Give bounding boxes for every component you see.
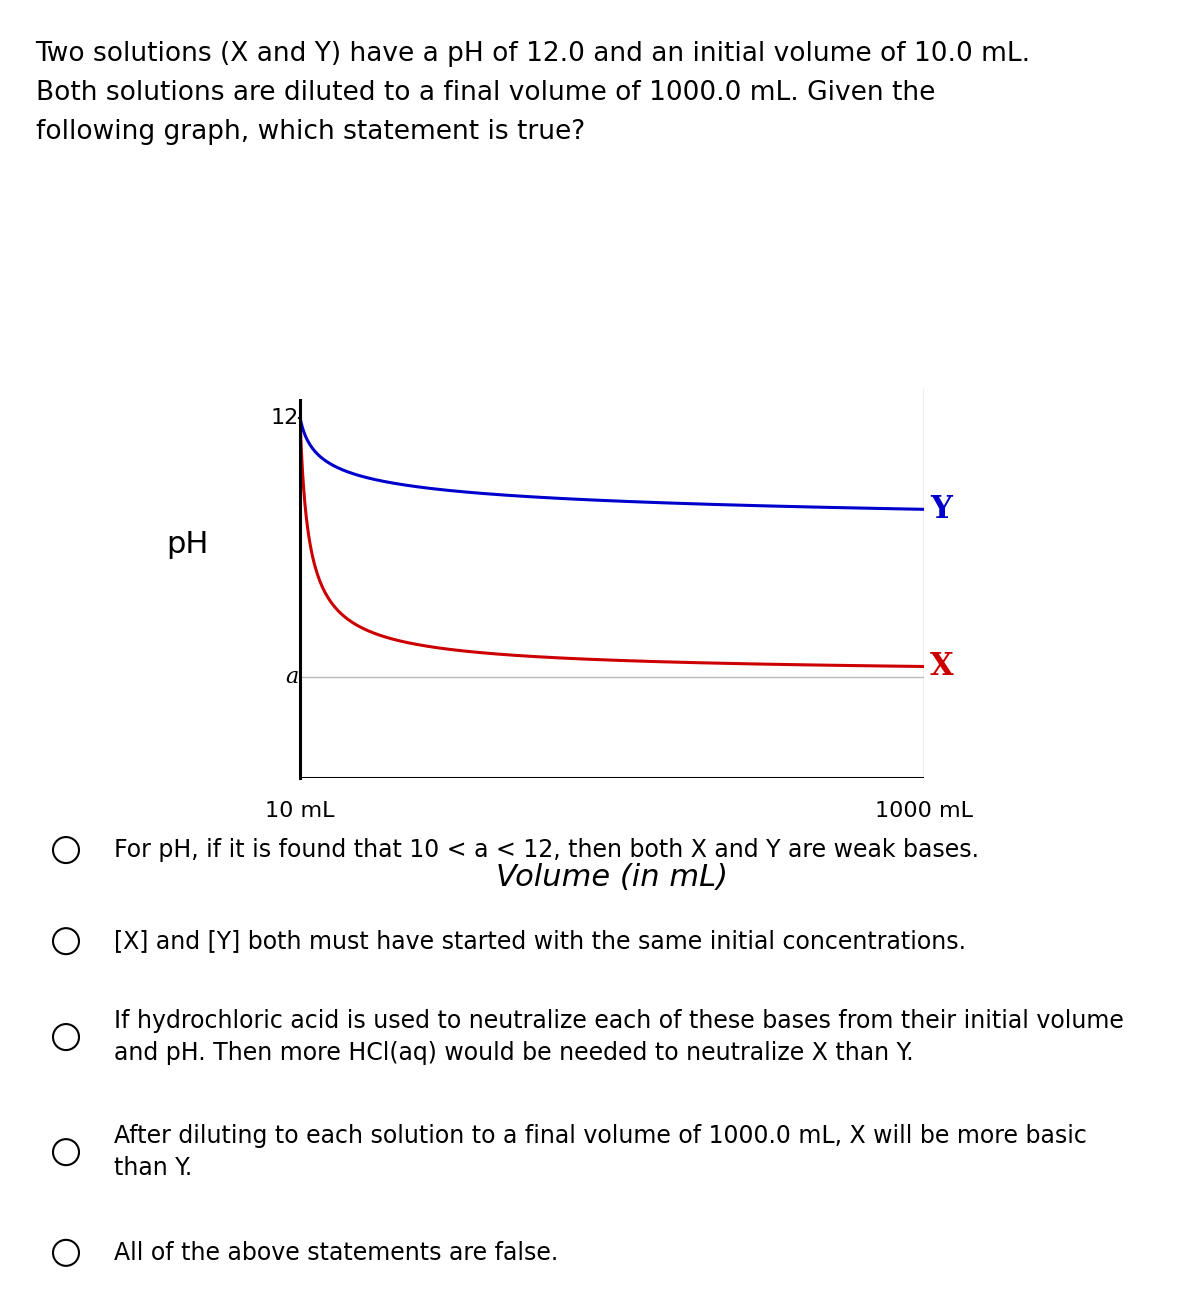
Text: Two solutions (X and Y) have a pH of 12.0 and an initial volume of 10.0 mL.
Both: Two solutions (X and Y) have a pH of 12.… [36,41,1031,145]
Text: If hydrochloric acid is used to neutralize each of these bases from their initia: If hydrochloric acid is used to neutrali… [114,1008,1124,1065]
Text: 1000 mL: 1000 mL [875,801,973,820]
Text: Volume (in mL): Volume (in mL) [496,863,728,892]
Text: pH: pH [167,530,209,559]
Text: After diluting to each solution to a final volume of 1000.0 mL, X will be more b: After diluting to each solution to a fin… [114,1124,1087,1181]
Text: 12: 12 [270,408,299,428]
Text: For pH, if it is found that 10 < a < 12, then both X and Y are weak bases.: For pH, if it is found that 10 < a < 12,… [114,839,979,862]
Text: X: X [930,651,954,682]
Text: Y: Y [930,494,952,525]
Text: All of the above statements are false.: All of the above statements are false. [114,1240,558,1265]
Text: [X] and [Y] both must have started with the same initial concentrations.: [X] and [Y] both must have started with … [114,929,966,953]
Text: 10 mL: 10 mL [265,801,335,820]
Text: a: a [286,666,299,688]
